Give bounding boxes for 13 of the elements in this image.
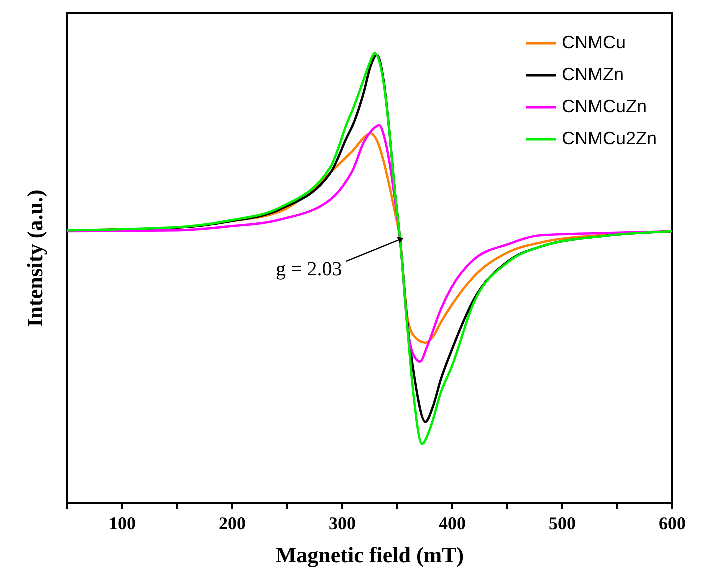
x-tick-label: 500	[549, 514, 576, 534]
legend-label: CNMCu2Zn	[562, 128, 658, 148]
x-tick-label: 400	[439, 514, 466, 534]
legend-label: CNMZn	[562, 64, 624, 84]
y-axis-title: Intensity (a.u.)	[22, 190, 48, 328]
legend-label: CNMCuZn	[562, 96, 648, 116]
x-axis-title: Magnetic field (mT)	[276, 542, 464, 568]
legend-label: CNMCu	[562, 32, 626, 52]
x-tick-label: 300	[329, 514, 356, 534]
x-tick-label: 600	[659, 514, 686, 534]
annotation: g = 2.03	[276, 258, 342, 281]
x-tick-label: 200	[219, 514, 246, 534]
x-tick-label: 100	[109, 514, 136, 534]
